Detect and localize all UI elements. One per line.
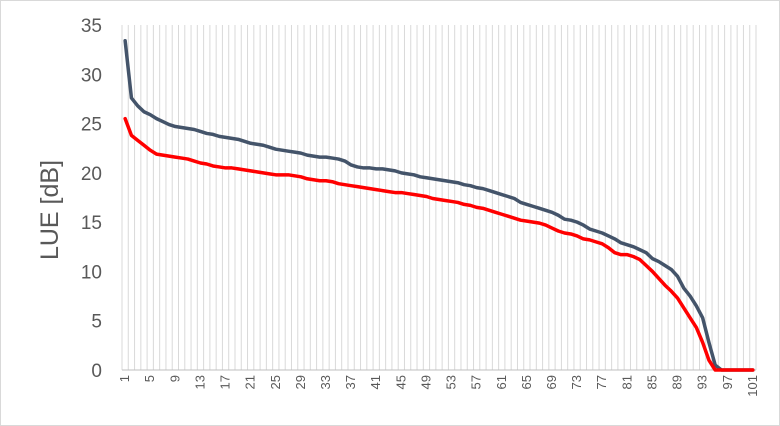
y-tick-label: 20 [81, 164, 102, 185]
x-tick-label: 37 [343, 375, 358, 389]
x-tick-label: 97 [720, 375, 735, 389]
x-tick-label: 17 [218, 375, 233, 389]
y-tick-label: 10 [81, 262, 102, 283]
y-tick-label: 30 [81, 65, 102, 86]
x-tick-label: 33 [318, 375, 333, 389]
x-tick-label: 21 [243, 375, 258, 389]
y-tick-label: 35 [81, 16, 102, 37]
y-axis-label: LUE [dB] [36, 160, 64, 260]
series-lines [123, 39, 755, 372]
gridlines [121, 25, 757, 370]
series-line-1 [123, 39, 755, 372]
x-tick-label: 13 [192, 375, 207, 389]
y-tick-labels: 0 5 10 15 20 25 30 35 [81, 16, 102, 382]
x-tick-label: 101 [745, 375, 760, 397]
x-tick-label: 41 [368, 375, 383, 389]
y-tick-label: 15 [81, 213, 102, 234]
x-tick-label: 85 [644, 375, 659, 389]
x-tick-label: 45 [393, 375, 408, 389]
x-tick-label: 1 [117, 375, 132, 382]
x-tick-label: 61 [494, 375, 509, 389]
x-tick-label: 93 [695, 375, 710, 389]
x-tick-label: 89 [670, 375, 685, 389]
x-tick-label: 81 [619, 375, 634, 389]
x-tick-label: 77 [594, 375, 609, 389]
x-tick-label: 73 [569, 375, 584, 389]
x-tick-label: 25 [268, 375, 283, 389]
y-tick-label: 0 [91, 361, 102, 382]
y-tick-label: 5 [91, 312, 102, 333]
x-tick-label: 65 [519, 375, 534, 389]
x-tick-label: 5 [142, 375, 157, 382]
x-tick-labels: 1 5 9 13 17 21 25 29 33 37 41 45 49 53 57 61 65 69 73 77 81 8… [117, 375, 760, 397]
x-tick-label: 9 [167, 375, 182, 382]
x-tick-label: 69 [544, 375, 559, 389]
x-tick-label: 29 [293, 375, 308, 389]
x-tick-label: 57 [469, 375, 484, 389]
series-line-2 [123, 116, 755, 372]
x-tick-label: 49 [418, 375, 433, 389]
x-tick-label: 53 [444, 375, 459, 389]
y-tick-label: 25 [81, 115, 102, 136]
